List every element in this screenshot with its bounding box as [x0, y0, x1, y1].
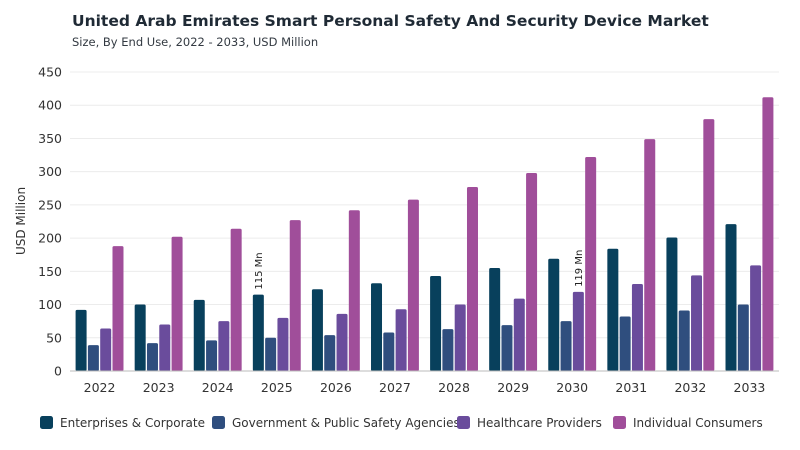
bar-government-public-safety-agencies-2025 [265, 337, 277, 371]
bar-government-public-safety-agencies-2028 [442, 329, 454, 371]
bar-healthcare-providers-2023 [159, 324, 171, 371]
bar-government-public-safety-agencies-2027 [383, 332, 395, 371]
bar-healthcare-providers-2024 [218, 321, 230, 371]
legend-swatch [212, 416, 225, 429]
y-tick-label: 150 [38, 264, 62, 279]
legend-label: Government & Public Safety Agencies [232, 416, 460, 430]
bar-healthcare-providers-2032 [691, 275, 703, 371]
bar-enterprises-corporate-2024 [193, 299, 205, 371]
legend-swatch [457, 416, 470, 429]
y-tick-label: 350 [38, 131, 62, 146]
y-tick-label: 200 [38, 231, 62, 246]
bar-government-public-safety-agencies-2033 [737, 304, 749, 371]
x-tick-label: 2030 [556, 380, 588, 395]
bar-enterprises-corporate-2027 [371, 283, 383, 371]
bar-individual-consumers-2031 [644, 139, 656, 371]
y-tick-label: 50 [46, 330, 62, 345]
bar-individual-consumers-2023 [171, 236, 183, 371]
bar-enterprises-corporate-2025 [252, 294, 264, 371]
bar-government-public-safety-agencies-2030 [560, 321, 572, 371]
bar-individual-consumers-2030 [585, 157, 597, 371]
bar-enterprises-corporate-2032 [666, 237, 678, 371]
bar-value-label: 119 Mn [574, 250, 585, 287]
bar-government-public-safety-agencies-2029 [501, 325, 513, 371]
legend-label: Enterprises & Corporate [60, 416, 205, 430]
y-axis-label: USD Million [14, 187, 28, 255]
bar-healthcare-providers-2025 [277, 317, 289, 371]
x-tick-label: 2033 [734, 380, 766, 395]
bar-enterprises-corporate-2022 [75, 309, 87, 371]
bar-individual-consumers-2022 [112, 246, 124, 371]
bar-enterprises-corporate-2029 [489, 268, 501, 371]
bar-healthcare-providers-2030 [572, 291, 584, 371]
legend-item: Healthcare Providers [457, 416, 602, 430]
x-axis-ticks: 2022 2023 2024 2025 2026 2027 2028 2029 2030 2031… [84, 380, 766, 395]
bar-enterprises-corporate-2033 [725, 224, 737, 371]
bar-individual-consumers-2028 [466, 186, 478, 371]
bar-government-public-safety-agencies-2026 [324, 335, 336, 371]
legend-item: Enterprises & Corporate [40, 416, 205, 430]
bar-enterprises-corporate-2026 [311, 289, 323, 371]
y-tick-label: 450 [38, 65, 62, 80]
bar-healthcare-providers-2022 [100, 328, 112, 371]
x-tick-label: 2032 [674, 380, 706, 395]
x-tick-label: 2029 [497, 380, 529, 395]
bar-government-public-safety-agencies-2022 [87, 345, 99, 371]
legend-item: Government & Public Safety Agencies [212, 416, 460, 430]
x-tick-label: 2022 [84, 380, 116, 395]
legend-label: Healthcare Providers [477, 416, 602, 430]
bar-healthcare-providers-2027 [395, 309, 407, 371]
legend-swatch [40, 416, 53, 429]
legend: Enterprises & Corporate Government & Publ… [40, 416, 763, 430]
bar-enterprises-corporate-2028 [430, 275, 442, 371]
y-tick-label: 0 [54, 364, 62, 379]
bar-government-public-safety-agencies-2032 [678, 310, 690, 371]
chart-subtitle: Size, By End Use, 2022 - 2033, USD Milli… [72, 35, 319, 49]
bar-healthcare-providers-2029 [513, 298, 525, 371]
bar-healthcare-providers-2031 [631, 283, 643, 371]
bar-individual-consumers-2029 [526, 172, 538, 371]
bar-individual-consumers-2025 [289, 220, 301, 371]
bars [75, 97, 774, 371]
bar-labels: 115 Mn 119 Mn [254, 250, 585, 290]
bar-individual-consumers-2024 [230, 228, 242, 371]
x-tick-label: 2023 [143, 380, 175, 395]
y-tick-label: 400 [38, 98, 62, 113]
x-tick-label: 2024 [202, 380, 234, 395]
bar-individual-consumers-2033 [762, 97, 774, 371]
x-tick-label: 2028 [438, 380, 470, 395]
x-tick-label: 2026 [320, 380, 352, 395]
y-tick-label: 300 [38, 164, 62, 179]
x-tick-label: 2031 [615, 380, 647, 395]
bar-individual-consumers-2032 [703, 119, 715, 371]
bar-individual-consumers-2027 [407, 199, 419, 371]
bar-healthcare-providers-2028 [454, 304, 466, 371]
y-tick-label: 250 [38, 197, 62, 212]
bar-enterprises-corporate-2030 [548, 258, 560, 371]
bar-government-public-safety-agencies-2031 [619, 316, 631, 371]
legend-swatch [613, 416, 626, 429]
bar-government-public-safety-agencies-2024 [206, 340, 218, 371]
chart-title: United Arab Emirates Smart Personal Safe… [72, 12, 709, 30]
bar-individual-consumers-2026 [348, 210, 360, 371]
gridlines [70, 71, 779, 339]
bar-government-public-safety-agencies-2023 [146, 343, 158, 371]
bar-value-label: 115 Mn [254, 252, 265, 289]
y-tick-label: 100 [38, 297, 62, 312]
x-tick-label: 2025 [261, 380, 293, 395]
y-axis-ticks: 0 50 100 150 200 250 300 350 400 450 [38, 65, 62, 379]
x-tick-label: 2027 [379, 380, 411, 395]
bar-healthcare-providers-2026 [336, 313, 348, 371]
bar-enterprises-corporate-2031 [607, 248, 619, 371]
bar-enterprises-corporate-2023 [134, 304, 146, 371]
legend-label: Individual Consumers [633, 416, 763, 430]
legend-item: Individual Consumers [613, 416, 763, 430]
bar-healthcare-providers-2033 [750, 265, 762, 371]
